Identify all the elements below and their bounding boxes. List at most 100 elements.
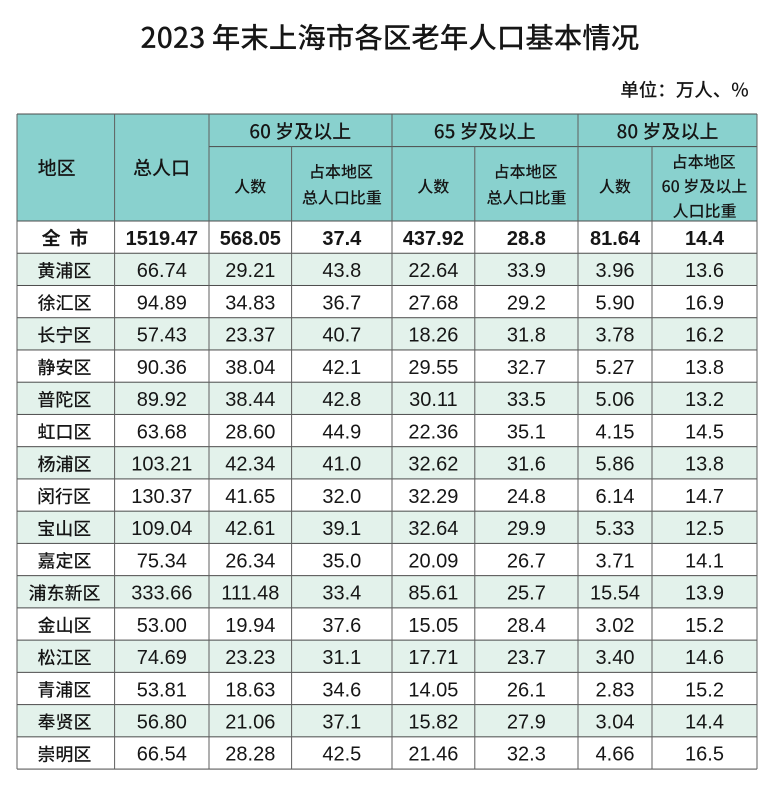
svg-text:5.06: 5.06 [596, 389, 635, 411]
svg-text:75.34: 75.34 [137, 550, 187, 572]
svg-text:32.29: 32.29 [408, 486, 458, 508]
svg-text:437.92: 437.92 [403, 228, 464, 250]
svg-text:13.8: 13.8 [685, 454, 724, 476]
svg-text:6.14: 6.14 [596, 486, 635, 508]
svg-text:35.0: 35.0 [322, 550, 361, 572]
svg-text:33.9: 33.9 [507, 260, 546, 282]
svg-text:53.81: 53.81 [137, 679, 187, 701]
svg-text:43.8: 43.8 [322, 260, 361, 282]
svg-text:3.78: 3.78 [596, 325, 635, 347]
svg-text:12.5: 12.5 [685, 518, 724, 540]
svg-text:63.68: 63.68 [137, 421, 187, 443]
svg-text:81.64: 81.64 [590, 228, 641, 250]
svg-text:42.34: 42.34 [225, 454, 275, 476]
svg-text:15.05: 15.05 [408, 615, 458, 637]
svg-text:14.05: 14.05 [408, 679, 458, 701]
svg-text:5.27: 5.27 [596, 357, 635, 379]
svg-text:38.04: 38.04 [225, 357, 275, 379]
svg-text:33.4: 33.4 [322, 583, 361, 605]
svg-text:28.28: 28.28 [225, 744, 275, 766]
svg-text:16.5: 16.5 [685, 744, 724, 766]
svg-text:18.26: 18.26 [408, 325, 458, 347]
svg-text:4.66: 4.66 [596, 744, 635, 766]
svg-text:42.5: 42.5 [322, 744, 361, 766]
svg-text:23.23: 23.23 [225, 647, 275, 669]
svg-text:21.06: 21.06 [225, 712, 275, 734]
svg-text:57.43: 57.43 [137, 325, 187, 347]
svg-text:56.80: 56.80 [137, 712, 187, 734]
svg-text:5.86: 5.86 [596, 454, 635, 476]
svg-text:29.2: 29.2 [507, 292, 546, 314]
svg-text:44.9: 44.9 [322, 421, 361, 443]
svg-text:3.04: 3.04 [596, 712, 635, 734]
svg-text:42.61: 42.61 [225, 518, 275, 540]
svg-text:109.04: 109.04 [131, 518, 192, 540]
svg-text:14.4: 14.4 [685, 228, 725, 250]
svg-text:37.1: 37.1 [322, 712, 361, 734]
svg-text:17.71: 17.71 [408, 647, 458, 669]
svg-text:38.44: 38.44 [225, 389, 275, 411]
svg-text:16.9: 16.9 [685, 292, 724, 314]
svg-text:3.02: 3.02 [596, 615, 635, 637]
svg-text:13.2: 13.2 [685, 389, 724, 411]
svg-text:34.6: 34.6 [322, 679, 361, 701]
svg-text:28.8: 28.8 [507, 228, 546, 250]
svg-text:31.1: 31.1 [322, 647, 361, 669]
svg-text:4.15: 4.15 [596, 421, 635, 443]
svg-text:13.8: 13.8 [685, 357, 724, 379]
svg-text:89.92: 89.92 [137, 389, 187, 411]
svg-text:14.4: 14.4 [685, 712, 724, 734]
svg-text:111.48: 111.48 [221, 583, 279, 605]
svg-text:26.34: 26.34 [225, 550, 275, 572]
svg-text:3.40: 3.40 [596, 647, 635, 669]
svg-text:29.9: 29.9 [507, 518, 546, 540]
svg-text:130.37: 130.37 [131, 486, 192, 508]
svg-text:74.69: 74.69 [137, 647, 187, 669]
svg-text:19.94: 19.94 [225, 615, 275, 637]
svg-text:5.90: 5.90 [596, 292, 635, 314]
svg-text:28.4: 28.4 [507, 615, 546, 637]
svg-text:85.61: 85.61 [408, 583, 458, 605]
svg-text:26.1: 26.1 [507, 679, 546, 701]
svg-text:23.37: 23.37 [225, 325, 275, 347]
svg-text:3.96: 3.96 [596, 260, 635, 282]
svg-text:13.9: 13.9 [685, 583, 724, 605]
svg-text:23.7: 23.7 [507, 647, 546, 669]
svg-text:2.83: 2.83 [596, 679, 635, 701]
svg-text:13.6: 13.6 [685, 260, 724, 282]
svg-text:42.1: 42.1 [322, 357, 361, 379]
svg-text:20.09: 20.09 [408, 550, 458, 572]
svg-text:103.21: 103.21 [131, 454, 192, 476]
svg-text:37.4: 37.4 [322, 228, 362, 250]
svg-text:40.7: 40.7 [322, 325, 361, 347]
svg-text:32.64: 32.64 [408, 518, 458, 540]
svg-text:22.64: 22.64 [408, 260, 458, 282]
svg-text:333.66: 333.66 [131, 583, 192, 605]
svg-text:14.6: 14.6 [685, 647, 724, 669]
svg-text:15.2: 15.2 [685, 679, 724, 701]
svg-text:22.36: 22.36 [408, 421, 458, 443]
svg-text:1519.47: 1519.47 [126, 228, 198, 250]
svg-text:32.0: 32.0 [322, 486, 361, 508]
svg-text:15.2: 15.2 [685, 615, 724, 637]
svg-text:24.8: 24.8 [507, 486, 546, 508]
svg-text:18.63: 18.63 [225, 679, 275, 701]
svg-text:14.5: 14.5 [685, 421, 724, 443]
svg-text:26.7: 26.7 [507, 550, 546, 572]
svg-text:53.00: 53.00 [137, 615, 187, 637]
svg-text:30.11: 30.11 [409, 389, 458, 411]
svg-text:32.62: 32.62 [408, 454, 458, 476]
svg-text:21.46: 21.46 [408, 744, 458, 766]
svg-text:14.7: 14.7 [685, 486, 724, 508]
svg-text:41.65: 41.65 [225, 486, 275, 508]
svg-text:36.7: 36.7 [322, 292, 361, 314]
svg-text:568.05: 568.05 [220, 228, 281, 250]
svg-text:16.2: 16.2 [685, 325, 724, 347]
svg-text:14.1: 14.1 [685, 550, 724, 572]
svg-text:27.9: 27.9 [507, 712, 546, 734]
svg-text:3.71: 3.71 [596, 550, 635, 572]
svg-text:37.6: 37.6 [322, 615, 361, 637]
svg-text:29.21: 29.21 [225, 260, 275, 282]
svg-text:39.1: 39.1 [322, 518, 361, 540]
svg-text:90.36: 90.36 [137, 357, 187, 379]
